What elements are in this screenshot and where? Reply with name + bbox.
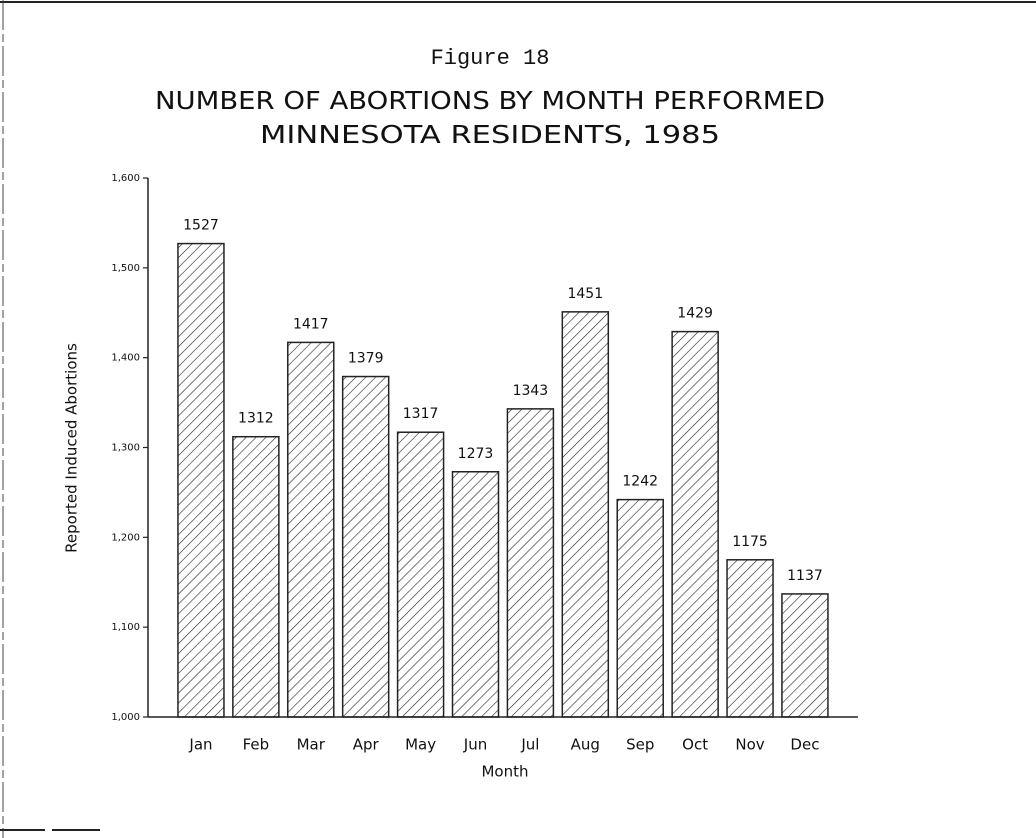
y-tick-label: 1,000 [111, 712, 140, 723]
bar [781, 593, 829, 718]
bar [451, 471, 500, 718]
y-tick-label: 1,300 [111, 443, 140, 454]
chart-title: NUMBER OF ABORTIONS BY MONTH PERFORMED [155, 86, 825, 115]
y-tick-label: 1,500 [111, 263, 140, 274]
data-label: 1175 [732, 534, 768, 550]
x-tick-label: Jan [188, 736, 212, 754]
bar [671, 330, 719, 718]
x-axis-label: Month [481, 763, 528, 781]
bar [232, 435, 280, 718]
bar [616, 498, 664, 718]
x-tick-label: Jul [520, 736, 539, 754]
data-label: 1379 [348, 351, 384, 367]
data-label: 1312 [238, 411, 274, 427]
data-label: 1242 [622, 474, 658, 490]
bar [341, 375, 390, 718]
data-label: 1273 [458, 446, 494, 462]
data-label: 1429 [677, 306, 713, 322]
y-tick-label: 1,100 [111, 622, 140, 633]
x-tick-label: Aug [571, 736, 600, 754]
bar [396, 431, 445, 718]
x-tick-label: Oct [682, 736, 708, 754]
x-tick-label: Mar [297, 736, 326, 754]
data-label: 1343 [513, 383, 549, 399]
y-tick-label: 1,400 [111, 353, 140, 364]
data-label: 1451 [567, 286, 603, 302]
x-tick-label: Nov [735, 736, 764, 754]
data-label: 1417 [293, 316, 329, 332]
x-tick-label: Sep [626, 736, 654, 754]
x-tick-label: Dec [790, 736, 819, 754]
bar [726, 559, 774, 718]
data-label: 1527 [183, 218, 219, 234]
x-tick-label: Apr [353, 736, 380, 754]
x-tick-label: Jun [463, 736, 487, 754]
y-tick-label: 1,600 [111, 173, 140, 184]
y-axis-label: Reported Induced Abortions [63, 343, 81, 553]
data-label: 1317 [403, 406, 439, 422]
bar [506, 408, 555, 718]
figure-label: Figure 18 [431, 46, 550, 71]
x-tick-label: May [405, 736, 436, 754]
bar [287, 341, 335, 718]
chart-subtitle: MINNESOTA RESIDENTS, 1985 [260, 120, 720, 149]
y-tick-label: 1,200 [111, 532, 140, 543]
bar [561, 311, 610, 718]
bar [177, 242, 225, 718]
x-tick-label: Feb [243, 736, 270, 754]
data-label: 1137 [787, 568, 823, 584]
